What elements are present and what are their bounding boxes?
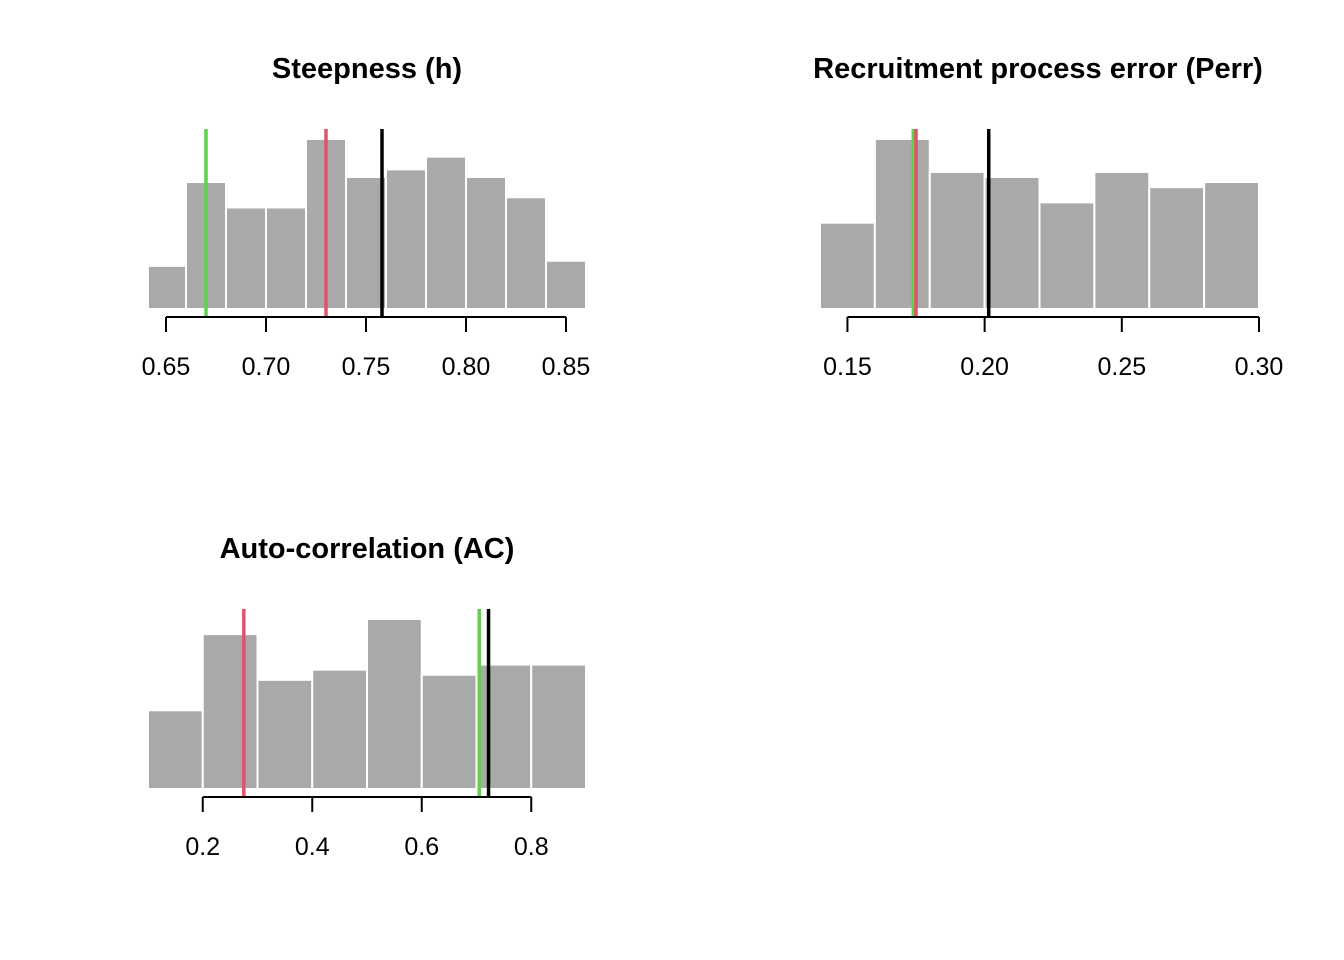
- histogram-bar: [147, 264, 187, 310]
- x-tick-label: 0.15: [823, 353, 872, 381]
- histogram-bar: [928, 170, 986, 310]
- histogram-bar: [311, 668, 368, 791]
- histogram-bar: [505, 196, 547, 310]
- histogram-bar: [265, 206, 307, 310]
- x-tick-label: 0.70: [242, 353, 291, 381]
- chart-title: Recruitment process error (Perr): [813, 53, 1263, 85]
- x-tick-label: 0.65: [142, 353, 191, 381]
- x-tick-label: 0.4: [295, 833, 330, 861]
- histogram-bar: [256, 678, 314, 791]
- histogram-bar: [425, 155, 467, 310]
- histogram-bar: [1093, 170, 1151, 310]
- histogram-bar: [366, 617, 423, 791]
- histogram-bar: [465, 175, 507, 310]
- histogram-bar: [385, 168, 427, 310]
- x-tick-label: 0.8: [514, 833, 549, 861]
- x-tick-label: 0.20: [960, 353, 1009, 381]
- histogram-bar: [475, 663, 533, 790]
- histogram-bar: [147, 709, 204, 791]
- x-tick-label: 0.6: [404, 833, 439, 861]
- histogram-bar: [545, 259, 587, 311]
- histogram-bar: [873, 137, 931, 310]
- histogram-bar: [983, 175, 1041, 310]
- histogram-bar: [345, 175, 387, 310]
- x-tick-label: 0.30: [1235, 353, 1284, 381]
- histogram-bar: [201, 633, 259, 790]
- histogram-bar: [1038, 201, 1096, 310]
- histogram-bar: [1203, 181, 1260, 311]
- x-tick-label: 0.85: [542, 353, 591, 381]
- histogram-bar: [420, 673, 478, 790]
- chart-title: Auto-correlation (AC): [220, 533, 515, 565]
- x-tick-label: 0.75: [342, 353, 391, 381]
- x-tick-label: 0.25: [1097, 353, 1146, 381]
- x-tick-label: 0.2: [185, 833, 220, 861]
- chart-title: Steepness (h): [272, 53, 462, 85]
- histogram-bar: [1148, 186, 1206, 310]
- histogram-bar: [819, 221, 876, 310]
- histogram-bar: [530, 663, 587, 790]
- x-tick-label: 0.80: [442, 353, 491, 381]
- histogram-bar: [225, 206, 267, 310]
